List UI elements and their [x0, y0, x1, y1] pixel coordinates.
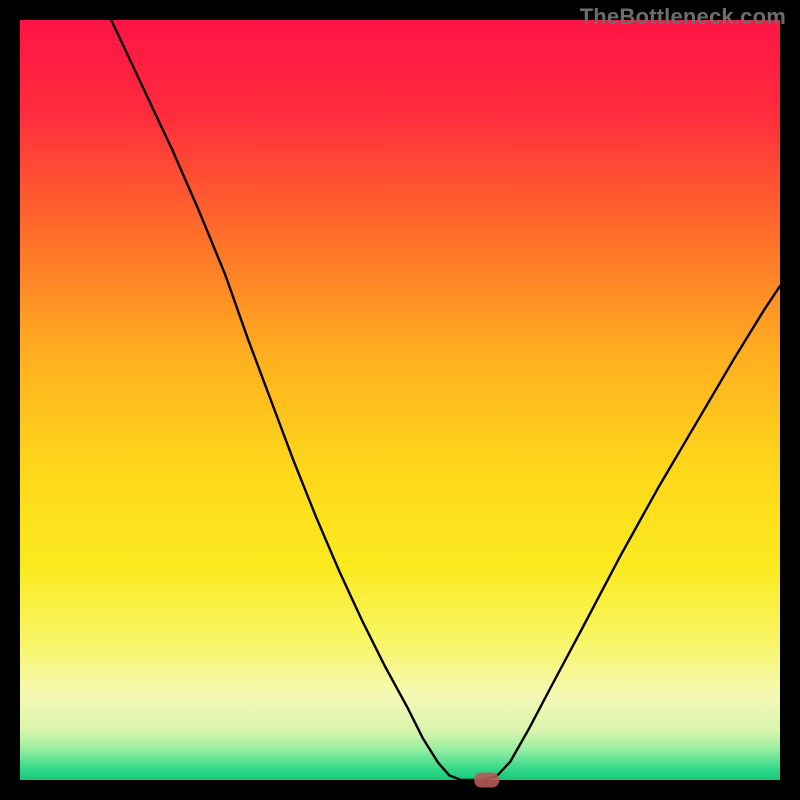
gradient-background	[20, 20, 780, 780]
watermark-text: TheBottleneck.com	[580, 4, 786, 30]
optimal-point-marker	[474, 773, 499, 788]
bottleneck-chart	[0, 0, 800, 800]
